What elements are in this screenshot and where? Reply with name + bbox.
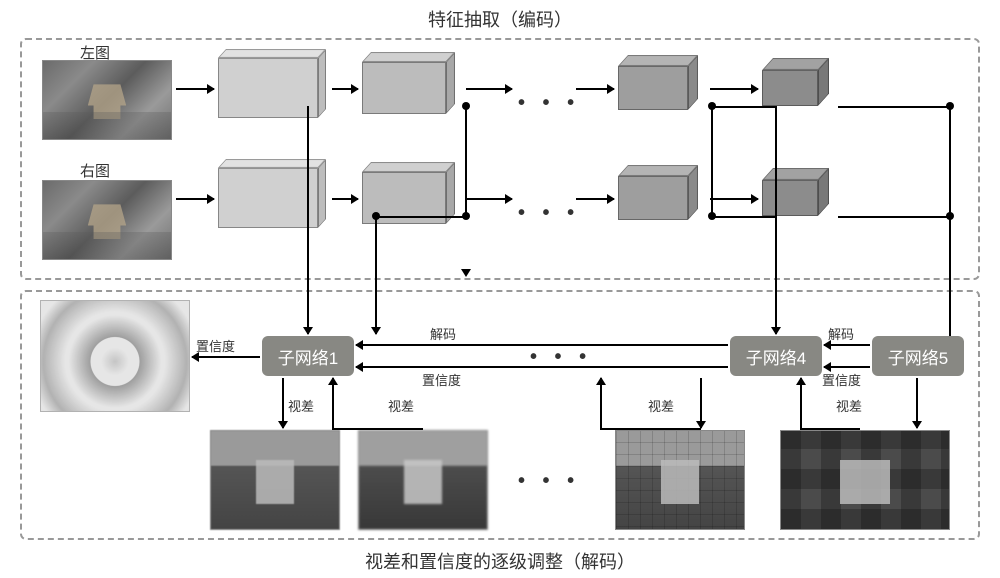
branch-h xyxy=(375,216,466,218)
trunk-bot-h xyxy=(838,216,950,218)
disp-n4-h xyxy=(680,428,701,430)
encoder-cube-stage4 xyxy=(618,55,710,121)
label-right-image: 右图 xyxy=(80,160,110,181)
subnet-5: 子网络5 xyxy=(872,336,964,376)
noop2 xyxy=(465,216,467,276)
title-encoder: 特征抽取（编码） xyxy=(0,6,1000,32)
left-input-image xyxy=(42,60,172,140)
disparity-out-1 xyxy=(210,430,340,530)
encoder-cube-stage2 xyxy=(362,52,466,124)
label-conf-2: 置信度 xyxy=(822,370,861,389)
branch-down-to-n1-b xyxy=(375,216,377,334)
branch-dot-merge xyxy=(372,212,380,220)
arrow-decode-n5-to-n4 xyxy=(824,344,870,346)
feed-into-subnet4 xyxy=(775,106,777,334)
trunk-arrowhead xyxy=(949,106,951,356)
confidence-map xyxy=(40,300,190,412)
encoder-arrow xyxy=(710,88,758,90)
encoder-cube-stage5 xyxy=(762,58,842,118)
encoder-arrow xyxy=(176,198,214,200)
disp-gap-h xyxy=(600,428,680,430)
label-confidence-out: 置信度 xyxy=(196,336,235,355)
arrow-disp-into-n4 xyxy=(800,378,802,428)
disp-in-n1-h xyxy=(332,428,422,430)
disparity-out-2 xyxy=(358,430,488,530)
encoder-cube-stage1 xyxy=(218,159,336,237)
decoder-ellipsis-mid: • • • xyxy=(530,346,592,369)
encoder-cube-stage5 xyxy=(762,168,842,228)
encoder-cube-stage2 xyxy=(362,162,466,234)
encoder-cube-stage1 xyxy=(218,49,336,127)
encoder-ellipsis-bottom: • • • xyxy=(518,202,580,225)
encoder-arrow xyxy=(332,88,358,90)
disp-in-n4-h xyxy=(800,428,860,430)
encoder-arrow xyxy=(576,198,614,200)
label-disp-n4: 视差 xyxy=(648,396,674,415)
encoder-ellipsis-top: • • • xyxy=(518,92,580,115)
arrow-disp-gap-up xyxy=(600,378,602,428)
label-decode-1: 解码 xyxy=(430,324,456,343)
label-disp-n1: 视差 xyxy=(288,396,314,415)
label-decode-2: 解码 xyxy=(828,324,854,343)
encoder-arrow xyxy=(710,198,758,200)
disparity-out-4 xyxy=(615,430,745,530)
encoder-arrow xyxy=(332,198,358,200)
feed-into-subnet1 xyxy=(307,106,309,334)
label-conf-1: 置信度 xyxy=(422,370,461,389)
disparity-out-5 xyxy=(780,430,950,530)
title-decoder: 视差和置信度的逐级调整（解码） xyxy=(0,548,1000,574)
noop3 xyxy=(421,428,423,430)
arrow-conf-n5-to-n4 xyxy=(824,366,870,368)
branch4-h-top xyxy=(712,106,775,108)
branch-vline-top xyxy=(465,106,467,216)
arrow-disp-n5-down xyxy=(916,378,918,428)
branch4-v xyxy=(711,106,713,216)
arrow-conf-out xyxy=(192,356,260,358)
subnet-1: 子网络1 xyxy=(262,336,354,376)
encoder-arrow xyxy=(466,198,512,200)
encoder-arrow xyxy=(576,88,614,90)
decoder-ellipsis-disp: • • • xyxy=(518,470,580,493)
arrow-disp-into-n1 xyxy=(332,378,334,428)
arrow-disp-n1-down xyxy=(282,378,284,428)
encoder-cube-stage4 xyxy=(618,165,710,231)
label-disp-into-n1: 视差 xyxy=(388,396,414,415)
trunk-top-h xyxy=(838,106,950,108)
label-disp-into-n4: 视差 xyxy=(836,396,862,415)
arrow-disp-n4-down xyxy=(700,378,702,428)
right-input-image xyxy=(42,180,172,260)
encoder-arrow xyxy=(466,88,512,90)
encoder-arrow xyxy=(176,88,214,90)
branch4-h-bot xyxy=(712,216,775,218)
subnet-4: 子网络4 xyxy=(730,336,822,376)
